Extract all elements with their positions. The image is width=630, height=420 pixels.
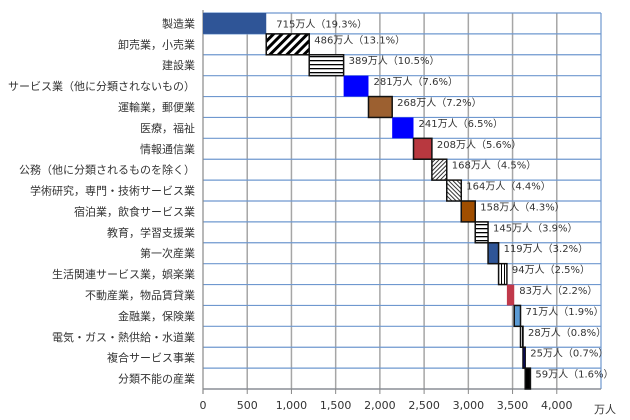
x-tick-label: 500 <box>237 399 258 412</box>
data-label: 281万人（7.6%） <box>373 76 458 88</box>
category-label: 金融業，保険業 <box>118 309 195 323</box>
x-unit-label: 万人 <box>594 403 616 416</box>
category-label: サービス業（他に分類されないもの） <box>8 80 195 93</box>
data-label: 486万人（13.1%） <box>314 34 405 46</box>
data-label: 28万人（0.8%） <box>528 327 606 339</box>
data-label: 389万人（10.5%） <box>349 55 440 67</box>
category-label: 宿泊業，飲食サービス業 <box>74 204 195 218</box>
category-label: 生活関連サービス業，娯楽業 <box>52 267 195 281</box>
bar-16 <box>519 325 524 348</box>
x-tick-label: 2,500 <box>408 399 440 412</box>
data-label: 83万人（2.2%） <box>519 285 597 297</box>
bar-4 <box>343 75 369 97</box>
data-label: 168万人（4.5%） <box>452 160 537 172</box>
bar-18 <box>524 367 532 390</box>
bar-12 <box>487 242 500 265</box>
category-label: 複合サービス事業 <box>107 351 195 365</box>
bar-3 <box>308 54 345 77</box>
bar-1 <box>203 13 267 34</box>
bar-7 <box>412 137 433 160</box>
category-label: 卸売業，小売業 <box>118 37 195 51</box>
x-tick-label: 3,000 <box>453 399 485 412</box>
category-label: 運輸業，郵便業 <box>118 100 195 114</box>
data-label: 158万人（4.3%） <box>480 201 565 213</box>
category-label: 分類不能の産業 <box>118 372 195 386</box>
data-label: 268万人（7.2%） <box>397 97 482 109</box>
bar-17 <box>522 346 526 369</box>
bar-5 <box>367 95 393 119</box>
category-label: 不動産業，物品賃貸業 <box>85 288 195 302</box>
x-tick-label: 2,000 <box>364 399 396 412</box>
bar-13 <box>497 262 508 286</box>
bar-6 <box>392 117 414 139</box>
data-label: 241万人（6.5%） <box>418 118 503 130</box>
category-label: 情報通信業 <box>140 143 195 156</box>
category-label: 電気・ガス・熱供給・水道業 <box>52 330 195 344</box>
category-label: 製造業 <box>162 16 195 30</box>
data-label: 59万人（1.6%） <box>535 369 613 381</box>
data-label: 25万人（0.7%） <box>530 348 608 360</box>
bar-2 <box>265 33 310 56</box>
bar-9 <box>446 179 463 202</box>
category-label: 医療，福祉 <box>140 121 195 135</box>
data-label: 94万人（2.5%） <box>512 264 590 276</box>
x-tick-label: 0 <box>200 399 207 412</box>
bar-8 <box>431 158 448 181</box>
x-tick-label: 4,000 <box>541 399 573 412</box>
data-label: 164万人（4.4%） <box>466 181 551 193</box>
data-label: 119万人（3.2%） <box>504 243 588 255</box>
category-label: 教育，学習支援業 <box>107 225 195 239</box>
category-label: 学術研究，専門・技術サービス業 <box>30 184 195 198</box>
bar-15 <box>513 304 522 328</box>
bar-10 <box>460 200 476 223</box>
x-tick-label: 1,500 <box>320 399 352 412</box>
data-label: 208万人（5.6%） <box>437 139 522 151</box>
x-tick-label: 3,500 <box>497 399 529 412</box>
category-label: 公務（他に分類されるものを除く） <box>19 163 195 177</box>
data-label: 145万人（3.9%） <box>493 222 578 234</box>
category-label: 第一次産業 <box>140 246 195 260</box>
category-label: 建設業 <box>162 58 195 72</box>
data-label: 71万人（1.9%） <box>526 306 604 318</box>
data-label: 715万人（19.3%） <box>276 18 367 30</box>
bar-14 <box>506 284 515 306</box>
x-tick-label: 1,000 <box>276 399 308 412</box>
bar-11 <box>474 221 489 244</box>
